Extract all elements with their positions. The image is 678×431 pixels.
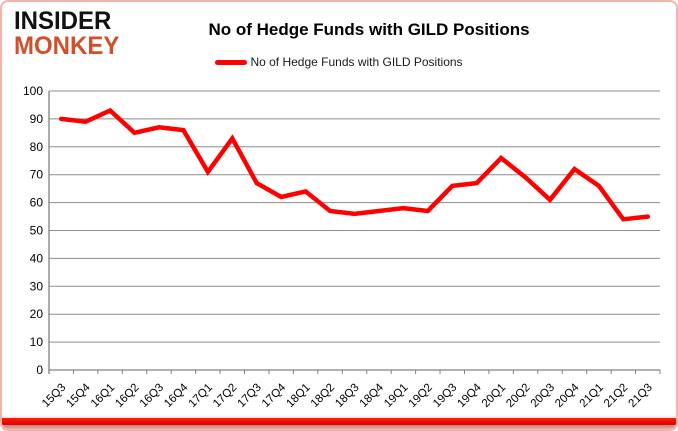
x-tick-label: 19Q1 — [382, 382, 410, 410]
chart-title: No of Hedge Funds with GILD Positions — [208, 20, 530, 39]
y-tick-label: 0 — [36, 363, 43, 377]
y-tick-label: 20 — [30, 307, 44, 321]
x-tick-label: 18Q1 — [284, 382, 312, 410]
x-tick-label: 19Q3 — [431, 382, 459, 410]
legend-label: No of Hedge Funds with GILD Positions — [250, 55, 463, 69]
insider-monkey-logo: INSIDER MONKEY — [14, 9, 119, 59]
logo-line2: MONKEY — [14, 31, 120, 60]
x-tick-label: 17Q4 — [260, 381, 289, 410]
x-tick-label: 20Q4 — [553, 381, 582, 410]
x-tick-label: 21Q3 — [627, 382, 655, 410]
x-tick-label: 20Q2 — [504, 382, 532, 410]
y-tick-label: 50 — [30, 224, 44, 238]
legend-line-swatch — [215, 59, 248, 65]
x-tick-label: 16Q1 — [89, 382, 117, 410]
x-tick-label: 15Q3 — [40, 382, 68, 410]
x-tick-label: 16Q2 — [113, 382, 141, 410]
y-tick-label: 10 — [30, 335, 44, 349]
y-tick-label: 100 — [23, 85, 43, 98]
y-tick-label: 60 — [30, 196, 44, 210]
y-tick-label: 80 — [30, 140, 44, 154]
x-tick-label: 19Q2 — [407, 382, 435, 410]
x-tick-label: 21Q2 — [602, 382, 630, 410]
x-tick-label: 17Q3 — [235, 382, 263, 410]
x-tick-label: 17Q1 — [187, 382, 215, 410]
y-tick-label: 70 — [30, 168, 44, 182]
y-tick-label: 90 — [30, 112, 44, 126]
chart-canvas: 010203040506070809010015Q315Q416Q116Q216… — [23, 85, 661, 410]
x-tick-label: 15Q4 — [64, 381, 93, 410]
legend: No of Hedge Funds with GILD Positions — [2, 55, 676, 69]
x-tick-label: 18Q2 — [309, 382, 337, 410]
bottom-accent-bar — [2, 418, 676, 425]
x-tick-label: 18Q3 — [333, 382, 361, 410]
x-tick-label: 19Q4 — [455, 381, 484, 410]
x-tick-label: 17Q2 — [211, 382, 239, 410]
logo-line1: INSIDER — [14, 6, 112, 36]
x-tick-label: 18Q4 — [358, 381, 387, 410]
x-tick-label: 21Q1 — [578, 382, 606, 410]
x-tick-label: 20Q1 — [480, 382, 508, 410]
x-tick-label: 16Q4 — [162, 381, 191, 410]
series-line — [58, 107, 651, 222]
x-tick-label: 16Q3 — [138, 382, 166, 410]
y-tick-label: 30 — [30, 279, 44, 293]
x-tick-label: 20Q3 — [529, 382, 557, 410]
y-tick-label: 40 — [30, 251, 44, 265]
